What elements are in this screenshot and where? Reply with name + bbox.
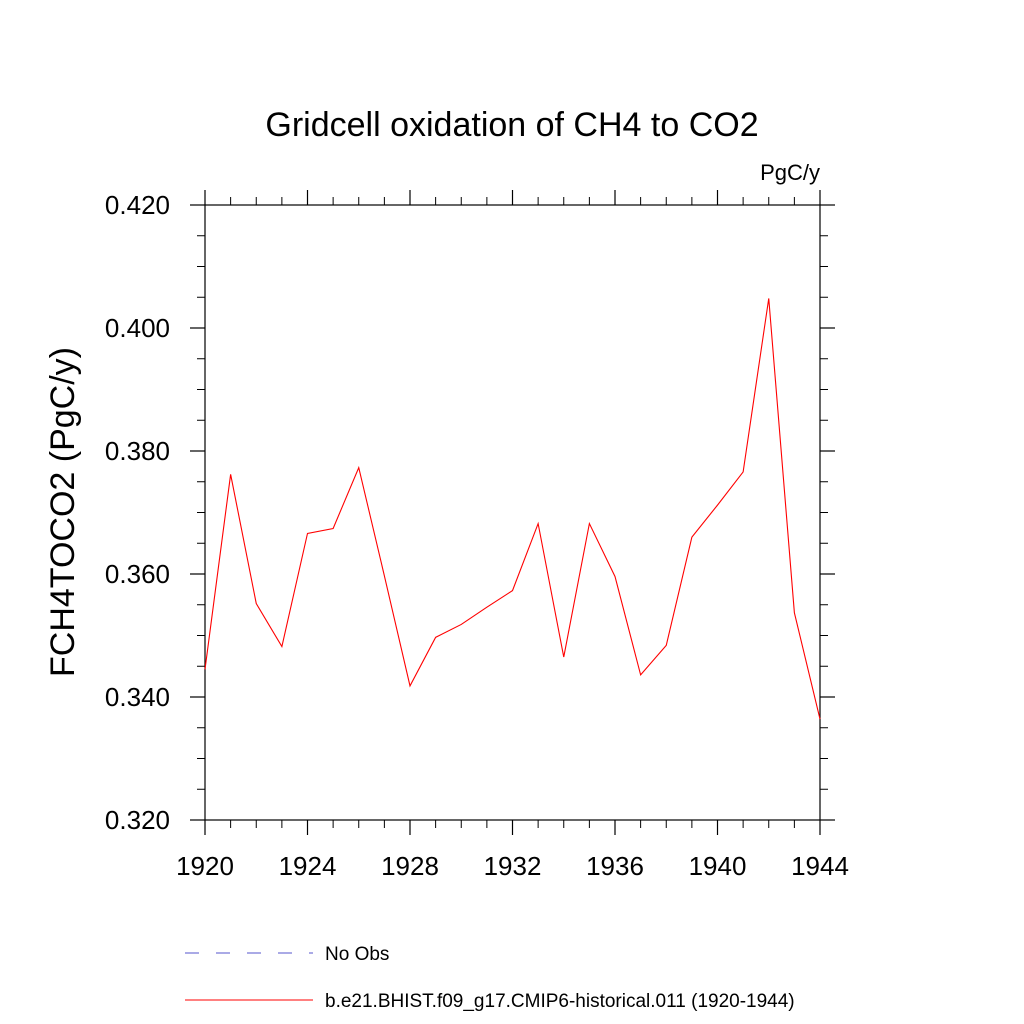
y-tick-label: 0.380	[105, 436, 170, 466]
y-tick-label: 0.420	[105, 190, 170, 220]
legend: No Obs b.e21.BHIST.f09_g17.CMIP6-histori…	[185, 944, 795, 1012]
y-tick-label: 0.340	[105, 682, 170, 712]
x-tick-label: 1944	[791, 851, 849, 881]
series-line	[204, 298, 821, 720]
x-tick-label: 1928	[381, 851, 439, 881]
y-tick-labels: 0.320 0.340 0.360 0.380 0.400 0.420	[105, 190, 170, 835]
y-tick-label: 0.320	[105, 805, 170, 835]
x-tick-label: 1924	[279, 851, 337, 881]
axis-ticks	[190, 190, 835, 835]
legend-label-model: b.e21.BHIST.f09_g17.CMIP6-historical.011…	[325, 991, 795, 1012]
chart-title: Gridcell oxidation of CH4 to CO2	[265, 106, 758, 144]
x-tick-label: 1940	[689, 851, 747, 881]
x-tick-labels: 1920 1924 1928 1932 1936 1940 1944	[176, 851, 849, 881]
x-tick-label: 1932	[484, 851, 542, 881]
y-tick-label: 0.360	[105, 559, 170, 589]
x-tick-label: 1936	[586, 851, 644, 881]
plot-frame	[204, 204, 821, 821]
legend-label-no-obs: No Obs	[325, 944, 389, 965]
y-tick-label: 0.400	[105, 313, 170, 343]
units-label: PgC/y	[760, 160, 820, 185]
x-tick-label: 1920	[176, 851, 234, 881]
y-axis-label: FCH4TOCO2 (PgC/y)	[44, 347, 82, 677]
data-series	[204, 298, 821, 720]
